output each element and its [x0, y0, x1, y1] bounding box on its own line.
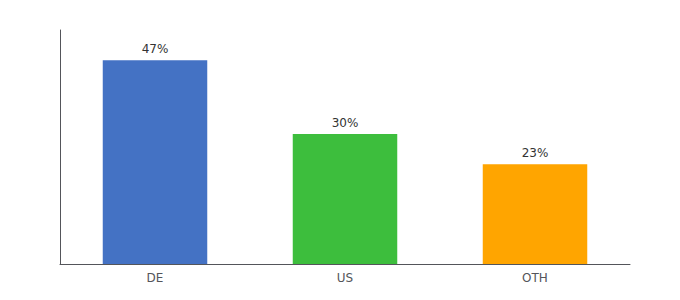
svg-text:DE: DE — [147, 271, 164, 285]
svg-text:US: US — [337, 271, 353, 285]
svg-text:47%: 47% — [142, 42, 169, 56]
svg-text:23%: 23% — [522, 146, 549, 160]
svg-text:30%: 30% — [332, 116, 359, 130]
svg-text:OTH: OTH — [522, 271, 548, 285]
